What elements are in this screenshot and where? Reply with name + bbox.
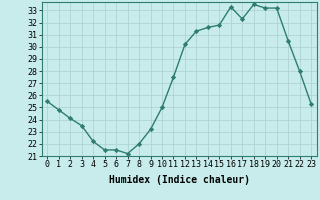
X-axis label: Humidex (Indice chaleur): Humidex (Indice chaleur) [109, 175, 250, 185]
